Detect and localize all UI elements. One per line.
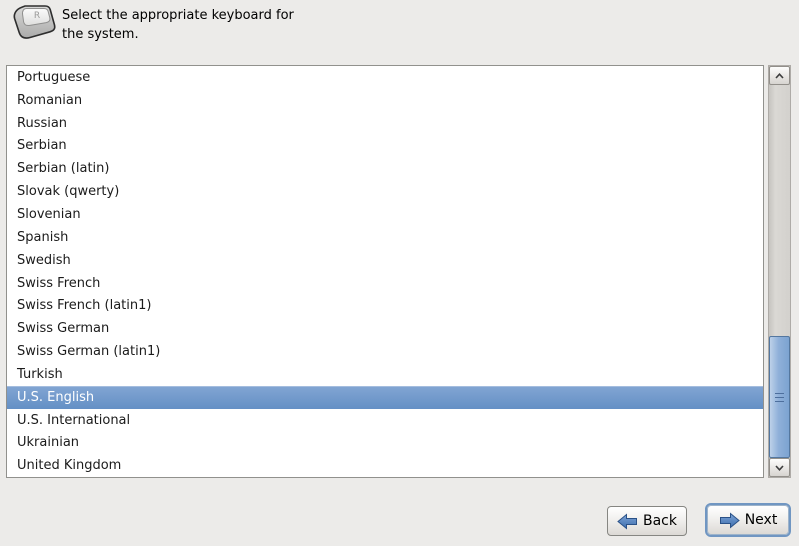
- list-item[interactable]: Slovenian: [17, 206, 81, 222]
- list-item[interactable]: Slovak (qwerty): [17, 184, 120, 200]
- list-item[interactable]: Spanish: [17, 229, 69, 245]
- back-button[interactable]: Back: [607, 506, 687, 536]
- next-button[interactable]: Next: [707, 505, 789, 535]
- instruction-line2: the system.: [62, 26, 139, 42]
- list-item[interactable]: United Kingdom: [17, 458, 122, 474]
- chevron-up-icon: [775, 72, 784, 79]
- list-item[interactable]: U.S. English: [7, 385, 763, 409]
- list-item[interactable]: Serbian (latin): [17, 161, 110, 177]
- instruction-line1: Select the appropriate keyboard for: [62, 8, 294, 23]
- next-button-label: Next: [744, 512, 778, 528]
- instruction-text: Select the appropriate keyboard for the …: [62, 7, 294, 44]
- list-item[interactable]: Serbian: [17, 138, 67, 154]
- back-button-label: Back: [643, 513, 677, 529]
- arrow-right-icon: [719, 511, 740, 529]
- list-item[interactable]: U.S. International: [17, 412, 131, 428]
- scroll-up-button[interactable]: [769, 66, 790, 85]
- list-item[interactable]: Swiss German: [17, 321, 110, 337]
- arrow-left-icon: [617, 512, 637, 530]
- scroll-down-button[interactable]: [769, 458, 790, 477]
- chevron-down-icon: [775, 464, 784, 471]
- keyboard-list[interactable]: Portuguese Romanian Russian Serbian Serbian …: [6, 65, 764, 478]
- list-item[interactable]: Swiss French: [17, 275, 101, 291]
- list-item[interactable]: Portuguese: [17, 69, 91, 85]
- list-item[interactable]: Romanian: [17, 92, 83, 108]
- scrollbar-thumb[interactable]: [769, 336, 790, 458]
- next-button-focus-ring: Next: [705, 503, 791, 537]
- keyboard-key-icon: R: [13, 5, 56, 39]
- list-item[interactable]: Russian: [17, 115, 68, 131]
- list-item[interactable]: Swedish: [17, 252, 71, 268]
- list-item[interactable]: Turkish: [17, 366, 63, 382]
- list-item[interactable]: Swiss French (latin1): [17, 298, 152, 314]
- svg-text:R: R: [34, 11, 40, 21]
- list-item[interactable]: Ukrainian: [17, 435, 80, 451]
- scrollbar-grip-icon: [775, 392, 784, 402]
- vertical-scrollbar[interactable]: [768, 65, 791, 478]
- list-item[interactable]: Swiss German (latin1): [17, 344, 161, 360]
